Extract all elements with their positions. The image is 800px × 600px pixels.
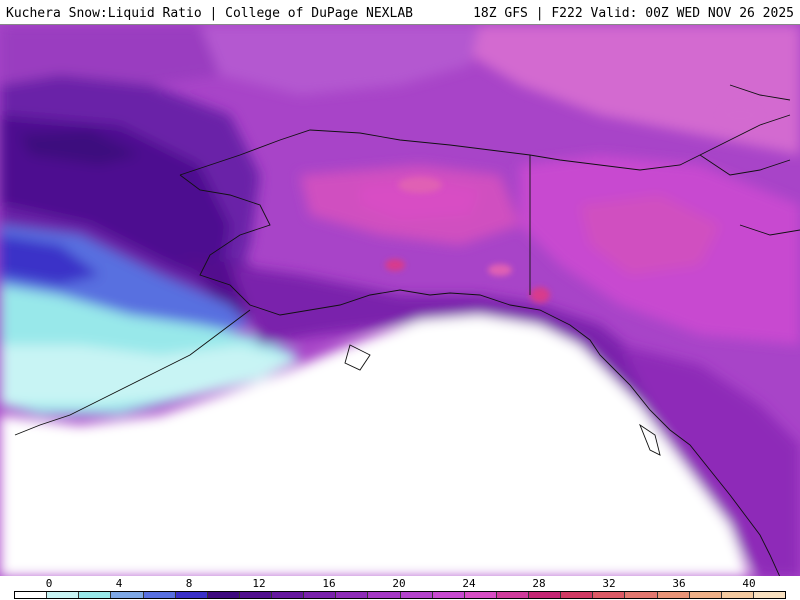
field-shading (0, 25, 800, 576)
legend-swatch (561, 592, 594, 598)
legend-tick: 40 (742, 577, 756, 590)
legend-tick: 16 (322, 577, 336, 590)
legend-swatch (239, 592, 272, 598)
color-scale-legend: 0 4 8 12 16 20 24 28 32 36 40 (0, 576, 800, 600)
legend-swatch (304, 592, 337, 598)
legend-swatch (753, 592, 785, 598)
product-title: Kuchera Snow:Liquid Ratio | College of D… (6, 6, 413, 21)
legend-tick: 24 (462, 577, 476, 590)
legend-swatch (689, 592, 722, 598)
legend-swatch (272, 592, 305, 598)
legend-swatch (368, 592, 401, 598)
legend-swatch (336, 592, 369, 598)
legend-swatch (593, 592, 626, 598)
legend-swatch (400, 592, 433, 598)
legend-tick: 0 (45, 577, 53, 590)
legend-swatch (464, 592, 497, 598)
header-bar: Kuchera Snow:Liquid Ratio | College of D… (0, 0, 800, 24)
legend-swatch (207, 592, 240, 598)
map-panel[interactable] (0, 24, 800, 576)
legend-ticks: 0 4 8 12 16 20 24 28 32 36 40 (0, 576, 800, 590)
model-run-info: 18Z GFS | F222 Valid: 00Z WED NOV 26 202… (473, 6, 794, 21)
legend-tick: 32 (602, 577, 616, 590)
legend-swatch (175, 592, 208, 598)
coastlines (14, 84, 800, 576)
high-ratio-spots (385, 105, 760, 303)
legend-swatch (432, 592, 465, 598)
legend-swatch (111, 592, 144, 598)
legend-swatch (496, 592, 529, 598)
legend-swatch (721, 592, 754, 598)
legend-swatch (657, 592, 690, 598)
snow-ratio-map[interactable] (0, 25, 800, 576)
legend-swatch (47, 592, 80, 598)
legend-swatch (529, 592, 562, 598)
legend-swatch (79, 592, 112, 598)
legend-tick: 20 (392, 577, 406, 590)
legend-swatch (143, 592, 176, 598)
legend-tick: 12 (252, 577, 266, 590)
legend-tick: 8 (185, 577, 193, 590)
legend-tick: 36 (672, 577, 686, 590)
legend-color-bar (14, 591, 786, 599)
legend-tick: 4 (115, 577, 123, 590)
legend-swatch (15, 592, 48, 598)
legend-tick: 28 (532, 577, 546, 590)
legend-swatch (625, 592, 658, 598)
